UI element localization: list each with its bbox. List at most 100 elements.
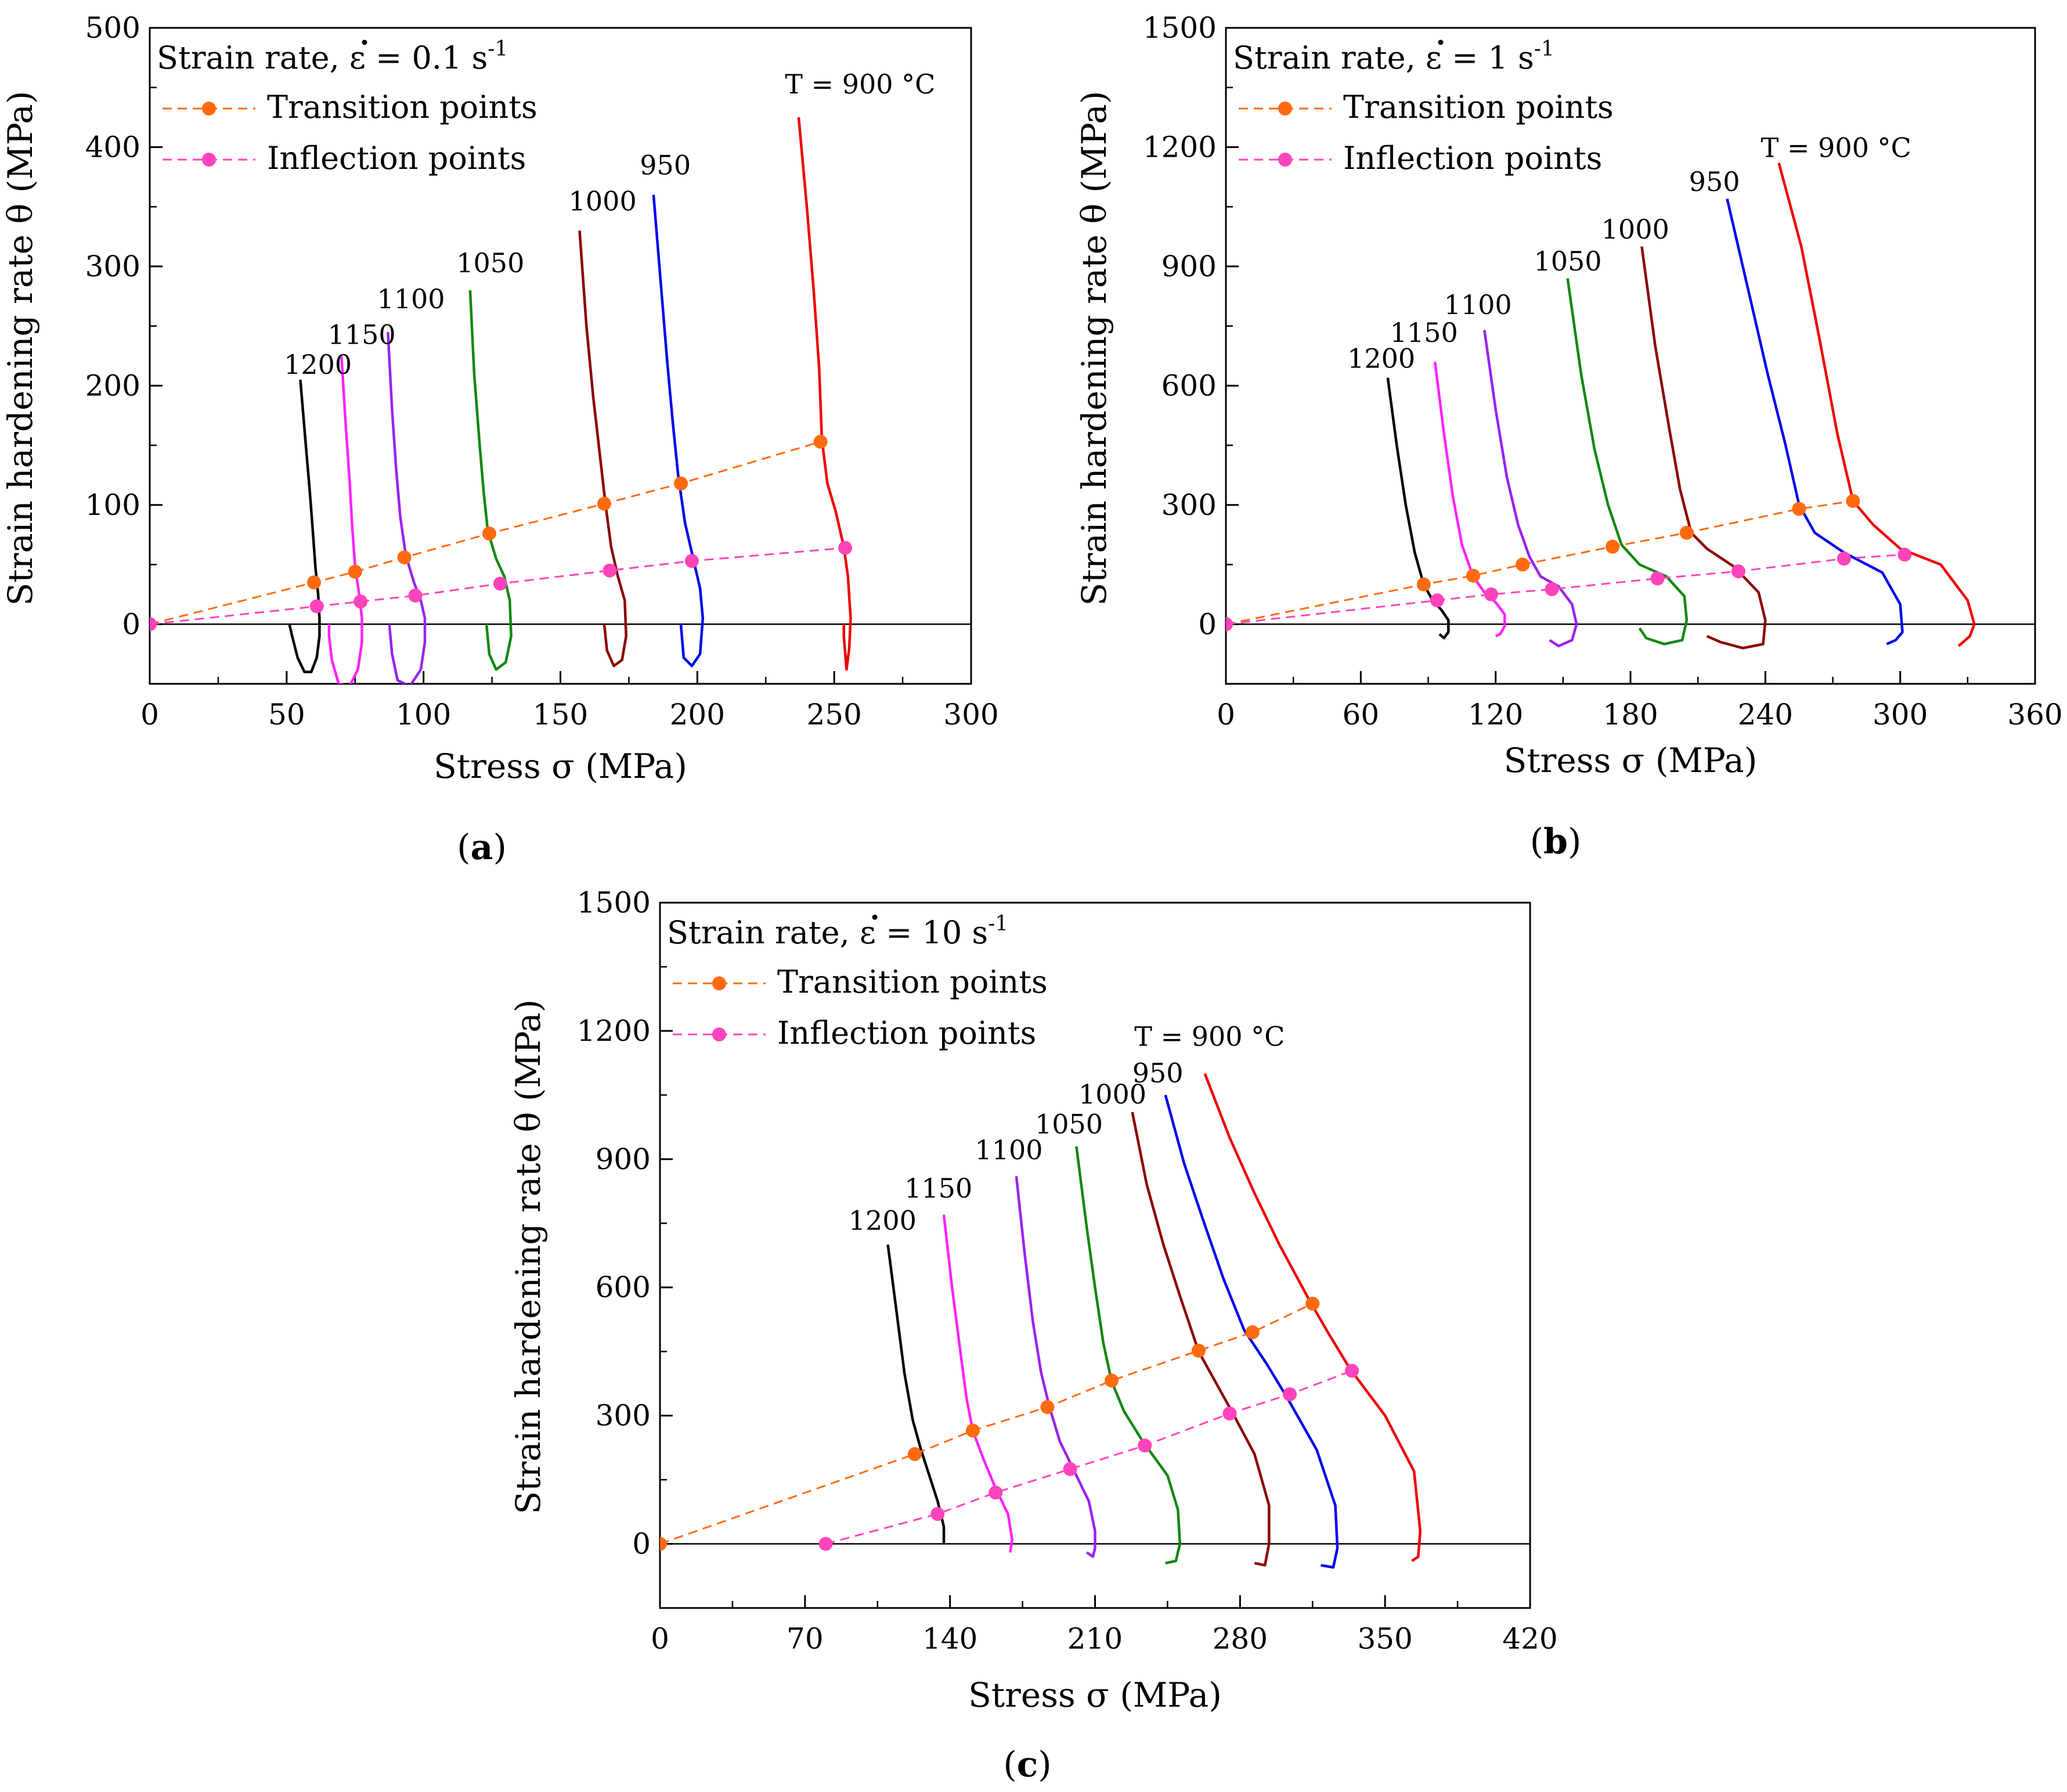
transition-point-marker xyxy=(1305,1296,1320,1311)
curve-1150 xyxy=(942,1214,1013,1553)
legend-entry: Transition points xyxy=(777,964,1048,1000)
inflection-point-marker xyxy=(150,617,157,632)
y-tick-label: 1200 xyxy=(577,1014,651,1048)
curve-1150 xyxy=(1433,362,1506,637)
panel-label: (a) xyxy=(457,827,507,868)
plot-area xyxy=(150,117,853,684)
transition-point-marker xyxy=(674,476,688,491)
curve-1050 xyxy=(468,290,513,671)
curve-label: 1100 xyxy=(1444,289,1512,320)
y-axis-label: Strain hardening rate θ (MPa) xyxy=(1074,91,1114,606)
transition-point-marker xyxy=(1105,1373,1119,1388)
y-tick-label: 1500 xyxy=(1143,11,1217,45)
curve-1050 xyxy=(1566,278,1689,646)
inflection-point-marker xyxy=(1484,587,1498,601)
plot-area xyxy=(1226,163,1976,650)
inflection-point-marker xyxy=(1545,582,1559,597)
curve-1100 xyxy=(1015,1176,1096,1558)
y-tick-label: 300 xyxy=(85,250,140,283)
strain-rate-label: Strain rate, ε = 1 s-1 xyxy=(1233,37,1554,76)
y-axis-label: Strain hardening rate θ (MPa) xyxy=(1,91,40,606)
transition-point-marker xyxy=(307,575,321,590)
x-tick-label: 120 xyxy=(1468,698,1523,731)
transition-point-marker xyxy=(1679,525,1694,540)
y-tick-label: 900 xyxy=(596,1142,651,1176)
x-tick-label: 360 xyxy=(2007,698,2062,731)
x-tick-label: 350 xyxy=(1357,1622,1412,1656)
inflection-point-marker xyxy=(1345,1364,1359,1378)
inflection-point-line xyxy=(825,1369,1352,1545)
curve-label: 1100 xyxy=(975,1134,1042,1166)
curve-900 xyxy=(1777,163,1976,647)
curve-1000 xyxy=(1131,1112,1271,1567)
legend-marker xyxy=(712,976,726,990)
curve-label: 1050 xyxy=(456,247,524,279)
x-tick-label: 0 xyxy=(651,1622,669,1656)
transition-point-marker xyxy=(348,564,362,579)
legend-marker xyxy=(712,1027,726,1041)
legend-entry: Transition points xyxy=(1343,89,1614,125)
curve-label: 1150 xyxy=(904,1173,972,1204)
transition-point-marker xyxy=(1416,577,1431,592)
y-tick-label: 1500 xyxy=(577,886,651,920)
x-tick-label: 0 xyxy=(140,698,159,731)
curve-label: 1200 xyxy=(284,349,352,380)
legend-marker xyxy=(1278,153,1292,167)
x-tick-label: 60 xyxy=(1343,698,1380,731)
y-tick-label: 600 xyxy=(596,1271,651,1304)
x-tick-label: 210 xyxy=(1067,1622,1123,1656)
curve-1050 xyxy=(1075,1146,1182,1564)
legend-marker xyxy=(1278,102,1292,116)
epsilon-dot-icon xyxy=(872,914,878,920)
inflection-point-marker xyxy=(1898,547,1912,562)
curve-1000 xyxy=(1640,246,1767,650)
x-tick-label: 300 xyxy=(943,698,998,731)
transition-point-marker xyxy=(482,527,496,541)
curve-label: 1000 xyxy=(1601,214,1669,245)
curve-1100 xyxy=(387,331,427,684)
x-tick-label: 180 xyxy=(1603,698,1658,731)
y-tick-label: 0 xyxy=(632,1527,651,1561)
curve-950 xyxy=(1726,198,1904,646)
inflection-point-marker xyxy=(1837,551,1851,566)
transition-point-line xyxy=(150,441,821,625)
inflection-point-marker xyxy=(309,599,324,614)
curve-1100 xyxy=(1483,330,1578,648)
curve-1000 xyxy=(578,230,627,668)
transition-point-marker xyxy=(1792,502,1806,516)
curve-950 xyxy=(652,194,705,668)
epsilon-dot-symbol: ε xyxy=(860,914,876,951)
curve-1150 xyxy=(327,355,363,684)
inflection-point-marker xyxy=(684,554,699,568)
legend-entry: Inflection points xyxy=(777,1015,1036,1051)
epsilon-dot-icon xyxy=(1438,39,1444,45)
transition-point-marker xyxy=(907,1447,922,1461)
panel-label: (b) xyxy=(1530,821,1582,862)
chart-b: 0 60 120 180 240 300 360 0 300 600 900 1200 1500 Stre… xyxy=(1074,11,2063,862)
curve-950 xyxy=(1164,1094,1339,1569)
transition-point-line xyxy=(660,1303,1313,1545)
y-tick-label: 500 xyxy=(85,11,140,45)
transition-point-marker xyxy=(1040,1400,1055,1414)
curve-label: 1200 xyxy=(849,1205,917,1236)
x-tick-label: 70 xyxy=(787,1622,824,1656)
transition-point-marker xyxy=(660,1537,667,1551)
curve-label: 1050 xyxy=(1534,246,1601,277)
x-tick-label: 420 xyxy=(1502,1622,1557,1656)
y-tick-label: 200 xyxy=(85,369,140,402)
y-tick-label: 0 xyxy=(1198,607,1217,641)
strain-rate-label: Strain rate, ε = 0.1 s-1 xyxy=(157,37,508,76)
x-tick-label: 0 xyxy=(1217,698,1235,731)
legend-entry: Inflection points xyxy=(267,140,526,176)
curve-label: 950 xyxy=(1689,166,1740,197)
y-tick-label: 0 xyxy=(122,607,140,641)
inflection-point-marker xyxy=(989,1485,1003,1500)
x-tick-label: 140 xyxy=(922,1622,977,1656)
curve-900 xyxy=(1203,1073,1422,1562)
chart-c: 0 70 140 210 280 350 420 0 300 600 900 1200 1500 Stre… xyxy=(508,886,1558,1785)
chart-a: 0 50 100 150 200 250 300 0 100 200 300 400 500 Stress… xyxy=(1,11,999,868)
y-tick-label: 300 xyxy=(596,1399,651,1433)
curve-label: 1000 xyxy=(1078,1079,1146,1110)
x-tick-label: 250 xyxy=(806,698,861,731)
curve-1200 xyxy=(886,1244,946,1544)
